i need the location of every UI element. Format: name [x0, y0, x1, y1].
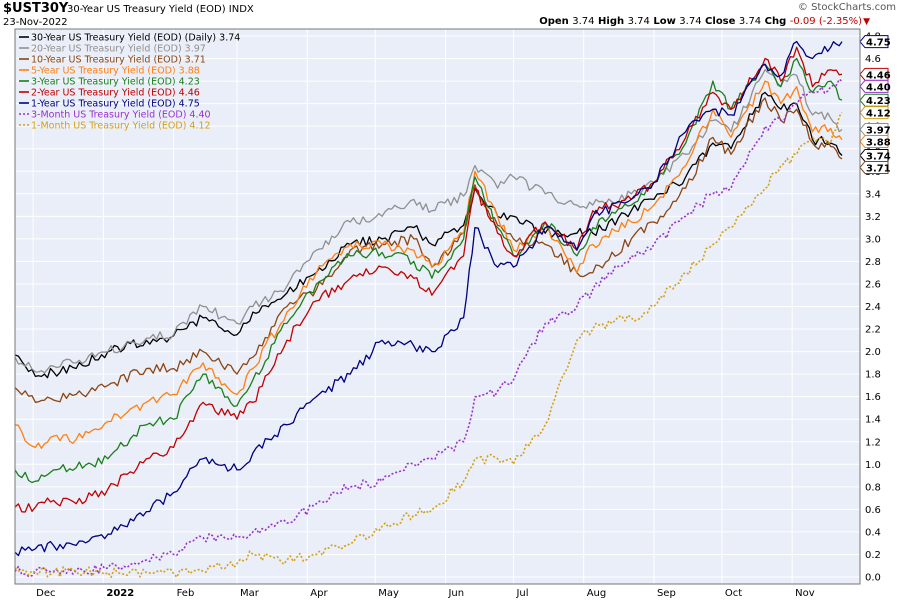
- legend-entry: 5-Year US Treasury Yield (EOD) 3.88: [31, 66, 200, 77]
- last-value-tag-box: [859, 93, 889, 107]
- low-value: 3.74: [679, 16, 702, 27]
- x-tick-label: May: [378, 588, 399, 599]
- series-line: [14, 69, 843, 374]
- last-value-tag: 4.23: [859, 93, 891, 107]
- legend-entry: 1-Month US Treasury Yield (EOD) 4.12: [31, 121, 211, 132]
- symbol-title: $UST30Y: [3, 1, 69, 16]
- chg-label: Chg: [764, 16, 787, 27]
- legend-entry: 1-Year US Treasury Yield (EOD) 4.75: [31, 99, 200, 110]
- low-label: Low: [653, 16, 676, 27]
- chart-date: 23-Nov-2022: [3, 17, 68, 28]
- last-value-tag-box: [859, 106, 889, 120]
- y-tick-label: 1.8: [865, 370, 881, 381]
- x-tick-label: Dec: [36, 588, 55, 599]
- close-value: 3.74: [738, 16, 762, 27]
- open-label: Open: [539, 16, 569, 27]
- y-tick-label: 3.0: [865, 234, 881, 245]
- y-tick-label: 0.6: [865, 505, 881, 516]
- brand-watermark: © StockCharts.com: [797, 2, 896, 13]
- legend-entry: 20-Year US Treasury Yield (EOD) 3.97: [31, 44, 206, 55]
- y-tick-label: 2.4: [865, 302, 881, 313]
- series-line: [14, 40, 843, 557]
- series-line: [14, 46, 843, 513]
- chg-value: -0.09 (-2.35%): [789, 16, 862, 27]
- close-label: Close: [705, 16, 736, 27]
- last-value-tag: 4.46: [859, 67, 891, 81]
- x-tick-label: 2022: [106, 588, 134, 599]
- x-tick-label: Jun: [447, 588, 464, 599]
- exchange-text: INDX: [228, 4, 254, 15]
- last-value-tag-text: 4.75: [866, 38, 891, 49]
- y-tick-label: 2.0: [865, 347, 881, 358]
- last-value-tag-box: [859, 123, 889, 137]
- legend-entry: 3-Month US Treasury Yield (EOD) 4.40: [31, 110, 211, 121]
- last-value-tag-text: 4.23: [866, 96, 891, 107]
- x-tick-label: Apr: [310, 588, 328, 599]
- description-text: 30-Year US Treasury Yield (EOD): [67, 4, 226, 15]
- y-tick-label: 0.4: [865, 527, 881, 538]
- symbol-description: 30-Year US Treasury Yield (EOD) INDX: [67, 4, 254, 15]
- last-value-tag: 4.75: [859, 35, 891, 49]
- legend-entry: 10-Year US Treasury Yield (EOD) 3.71: [31, 55, 206, 66]
- x-tick-label: Sep: [657, 588, 676, 599]
- last-value-tag-box: [859, 67, 889, 81]
- y-tick-label: 3.4: [865, 189, 881, 200]
- y-tick-label: 1.0: [865, 460, 881, 471]
- last-value-tag-box: [859, 79, 889, 93]
- last-value-tag-text: 3.97: [866, 126, 891, 137]
- y-tick-label: 4.6: [865, 54, 881, 65]
- y-tick-label: 0.2: [865, 550, 881, 561]
- y-tick-label: 1.4: [865, 415, 881, 426]
- series-line: [14, 57, 843, 484]
- last-value-tag-text: 4.40: [866, 82, 891, 93]
- high-value: 3.74: [627, 16, 650, 27]
- last-value-tag-text: 3.88: [866, 138, 891, 149]
- ohlc-readout: Open 3.74 High 3.74 Low 3.74 Close 3.74 …: [539, 16, 862, 27]
- last-value-tag-text: 3.71: [866, 163, 891, 174]
- x-tick-label: Oct: [725, 588, 742, 599]
- legend-entry: 2-Year US Treasury Yield (EOD) 4.46: [31, 88, 200, 99]
- y-tick-label: 0.8: [865, 482, 881, 493]
- high-label: High: [598, 16, 625, 27]
- x-tick-label: Nov: [795, 588, 815, 599]
- last-value-tag-box: [859, 148, 889, 162]
- last-value-tag: 3.71: [859, 160, 891, 174]
- series-line: [14, 80, 843, 449]
- last-value-tag: 3.74: [859, 148, 891, 162]
- y-tick-label: 3.2: [865, 212, 881, 223]
- last-value-tag-text: 3.74: [866, 151, 891, 162]
- last-value-tag-box: [859, 160, 889, 174]
- last-value-tag: 3.88: [859, 135, 891, 149]
- legend-entry: 30-Year US Treasury Yield (EOD) (Daily) …: [31, 33, 240, 44]
- y-tick-label: 0.0: [865, 573, 881, 584]
- y-tick-label: 2.8: [865, 257, 881, 268]
- y-tick-label: 2.6: [865, 279, 881, 290]
- x-tick-label: Feb: [177, 588, 195, 599]
- plot-frame: [14, 28, 861, 585]
- x-tick-label: Aug: [587, 588, 607, 599]
- y-tick-label: 1.2: [865, 437, 881, 448]
- y-tick-label: 2.2: [865, 325, 881, 336]
- series-line: [14, 91, 843, 379]
- down-arrow-icon: ▼: [863, 17, 870, 27]
- open-value: 3.74: [572, 16, 595, 27]
- x-tick-label: Mar: [240, 588, 260, 599]
- last-value-tag: 3.97: [859, 123, 891, 137]
- x-tick-label: Jul: [515, 588, 528, 599]
- series-line: [14, 112, 843, 578]
- last-value-tag-box: [859, 35, 889, 49]
- last-value-tag: 4.40: [859, 79, 891, 93]
- last-value-tag-text: 4.46: [866, 70, 891, 81]
- last-value-tag-text: 4.12: [866, 109, 891, 120]
- last-value-tag: 4.12: [859, 106, 891, 120]
- y-tick-label: 1.6: [865, 392, 881, 403]
- legend-entry: 3-Year US Treasury Yield (EOD) 4.23: [31, 77, 200, 88]
- last-value-tag-box: [859, 135, 889, 149]
